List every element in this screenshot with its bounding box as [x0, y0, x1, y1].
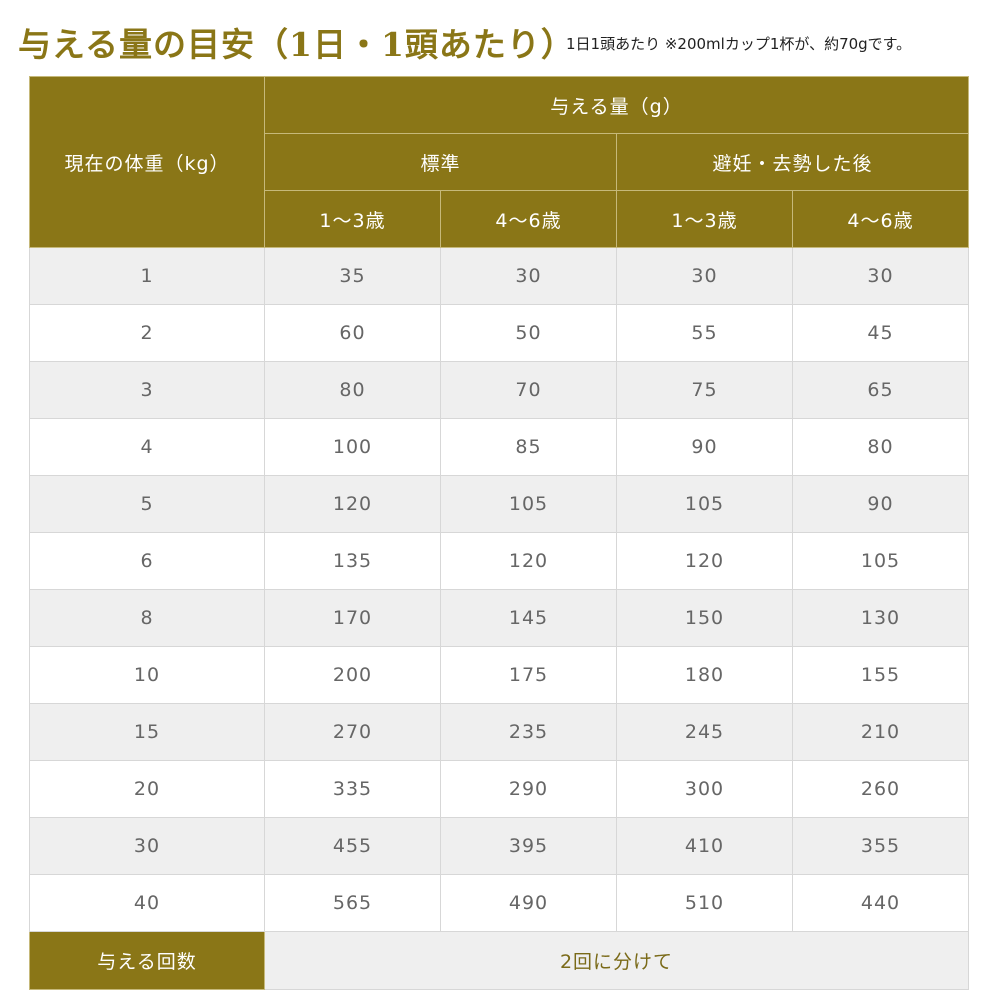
- neutered-4-6-cell: 105: [792, 532, 969, 590]
- standard-1-3-cell: 455: [264, 817, 441, 875]
- table-row: 20 335 290 300 260: [29, 760, 969, 818]
- standard-group-header: 標準: [264, 133, 617, 191]
- neutered-4-6-cell: 260: [792, 760, 969, 818]
- neutered-group-header: 避妊・去勢した後: [616, 133, 969, 191]
- neutered-4-6-cell: 130: [792, 589, 969, 647]
- standard-4-6-cell: 395: [440, 817, 617, 875]
- weight-cell: 3: [29, 361, 265, 419]
- neutered-4-6-cell: 440: [792, 874, 969, 932]
- standard-1-3-cell: 200: [264, 646, 441, 704]
- neutered-1-3-cell: 245: [616, 703, 793, 761]
- weight-column-header: 現在の体重（kg）: [29, 76, 265, 248]
- standard-4-6-cell: 120: [440, 532, 617, 590]
- neutered-1-3-cell: 410: [616, 817, 793, 875]
- neutered-4-6-cell: 90: [792, 475, 969, 533]
- table-row: 40 565 490 510 440: [29, 874, 969, 932]
- standard-1-3-cell: 80: [264, 361, 441, 419]
- neutered-1-3-cell: 105: [616, 475, 793, 533]
- weight-cell: 1: [29, 247, 265, 305]
- standard-4-6-cell: 145: [440, 589, 617, 647]
- feeding-count-value: 2回に分けて: [264, 931, 969, 990]
- neutered-age-4-6-header: 4～6歳: [792, 190, 969, 248]
- standard-1-3-cell: 120: [264, 475, 441, 533]
- feeding-table: 現在の体重（kg） 与える量（g） 標準 避妊・去勢した後 1～3歳 4～6歳 …: [29, 76, 969, 990]
- feeding-count-label: 与える回数: [29, 931, 265, 990]
- standard-1-3-cell: 135: [264, 532, 441, 590]
- weight-cell: 15: [29, 703, 265, 761]
- standard-1-3-cell: 270: [264, 703, 441, 761]
- standard-4-6-cell: 85: [440, 418, 617, 476]
- neutered-4-6-cell: 355: [792, 817, 969, 875]
- standard-4-6-cell: 175: [440, 646, 617, 704]
- table-row: 10 200 175 180 155: [29, 646, 969, 704]
- table-row: 15 270 235 245 210: [29, 703, 969, 761]
- weight-cell: 6: [29, 532, 265, 590]
- weight-cell: 4: [29, 418, 265, 476]
- neutered-4-6-cell: 155: [792, 646, 969, 704]
- table-row: 8 170 145 150 130: [29, 589, 969, 647]
- neutered-1-3-cell: 180: [616, 646, 793, 704]
- standard-age-4-6-header: 4～6歳: [440, 190, 617, 248]
- standard-1-3-cell: 170: [264, 589, 441, 647]
- standard-4-6-cell: 105: [440, 475, 617, 533]
- neutered-4-6-cell: 65: [792, 361, 969, 419]
- weight-cell: 8: [29, 589, 265, 647]
- table-row: 5 120 105 105 90: [29, 475, 969, 533]
- table-row: 2 60 50 55 45: [29, 304, 969, 362]
- neutered-1-3-cell: 300: [616, 760, 793, 818]
- table-row: 3 80 70 75 65: [29, 361, 969, 419]
- neutered-1-3-cell: 510: [616, 874, 793, 932]
- weight-cell: 5: [29, 475, 265, 533]
- weight-cell: 2: [29, 304, 265, 362]
- page-note: 1日1頭あたり ※200mlカップ1杯が、約70gです。: [566, 35, 912, 53]
- neutered-1-3-cell: 90: [616, 418, 793, 476]
- neutered-4-6-cell: 210: [792, 703, 969, 761]
- standard-4-6-cell: 30: [440, 247, 617, 305]
- standard-1-3-cell: 60: [264, 304, 441, 362]
- table-row: 4 100 85 90 80: [29, 418, 969, 476]
- page-title: 与える量の目安（1日・1頭あたり）: [18, 25, 575, 64]
- amount-column-header: 与える量（g）: [264, 76, 969, 134]
- weight-cell: 20: [29, 760, 265, 818]
- neutered-age-1-3-header: 1～3歳: [616, 190, 793, 248]
- neutered-1-3-cell: 55: [616, 304, 793, 362]
- standard-1-3-cell: 335: [264, 760, 441, 818]
- header: 与える量の目安（1日・1頭あたり） 1日1頭あたり ※200mlカップ1杯が、約…: [0, 0, 1000, 76]
- weight-cell: 40: [29, 874, 265, 932]
- standard-4-6-cell: 290: [440, 760, 617, 818]
- neutered-1-3-cell: 30: [616, 247, 793, 305]
- standard-1-3-cell: 35: [264, 247, 441, 305]
- standard-4-6-cell: 490: [440, 874, 617, 932]
- standard-age-1-3-header: 1～3歳: [264, 190, 441, 248]
- neutered-1-3-cell: 75: [616, 361, 793, 419]
- standard-1-3-cell: 100: [264, 418, 441, 476]
- standard-4-6-cell: 235: [440, 703, 617, 761]
- standard-1-3-cell: 565: [264, 874, 441, 932]
- table-row: 30 455 395 410 355: [29, 817, 969, 875]
- weight-cell: 10: [29, 646, 265, 704]
- neutered-1-3-cell: 120: [616, 532, 793, 590]
- neutered-1-3-cell: 150: [616, 589, 793, 647]
- weight-cell: 30: [29, 817, 265, 875]
- table-row: 6 135 120 120 105: [29, 532, 969, 590]
- standard-4-6-cell: 50: [440, 304, 617, 362]
- table-row: 1 35 30 30 30: [29, 247, 969, 305]
- table-body: 1 35 30 30 30 2 60 50 55 45 3 80 70 75 65 4 100 85 90 80 5 12…: [29, 247, 969, 932]
- neutered-4-6-cell: 30: [792, 247, 969, 305]
- neutered-4-6-cell: 80: [792, 418, 969, 476]
- standard-4-6-cell: 70: [440, 361, 617, 419]
- neutered-4-6-cell: 45: [792, 304, 969, 362]
